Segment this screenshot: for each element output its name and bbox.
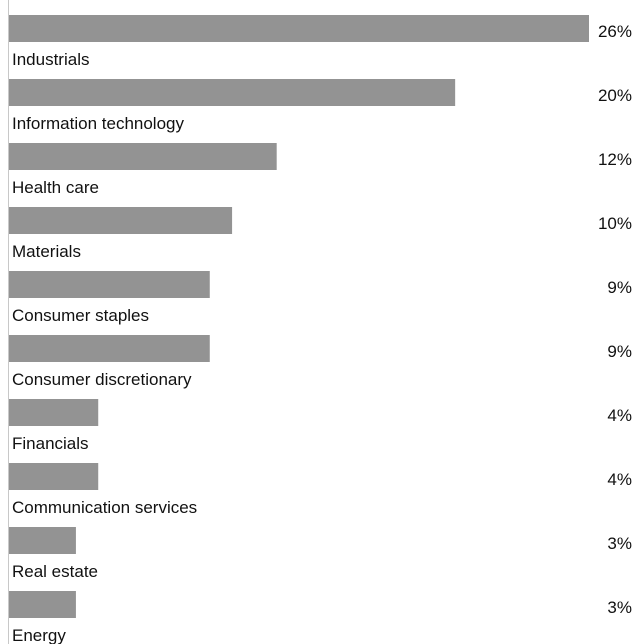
bar-6 — [9, 399, 99, 426]
category-label-9: Energy — [12, 626, 66, 644]
value-label-1: 20% — [598, 86, 632, 105]
category-label-8: Real estate — [12, 562, 98, 581]
bar-7 — [9, 463, 99, 490]
value-label-0: 26% — [598, 22, 632, 41]
value-label-9: 3% — [607, 598, 632, 617]
bar-1 — [9, 79, 456, 106]
bars-group — [9, 15, 589, 618]
value-label-4: 9% — [607, 278, 632, 297]
bar-9 — [9, 591, 76, 618]
bar-2 — [9, 143, 277, 170]
value-label-8: 3% — [607, 534, 632, 553]
category-label-5: Consumer discretionary — [12, 370, 192, 389]
bar-5 — [9, 335, 210, 362]
category-label-0: Industrials — [12, 50, 89, 69]
category-label-1: Information technology — [12, 114, 184, 133]
category-label-4: Consumer staples — [12, 306, 149, 325]
bar-0 — [9, 15, 589, 42]
value-label-6: 4% — [607, 406, 632, 425]
value-label-5: 9% — [607, 342, 632, 361]
bar-3 — [9, 207, 233, 234]
value-label-2: 12% — [598, 150, 632, 169]
category-labels-group: Industrials Information technology Health … — [12, 50, 197, 644]
bar-8 — [9, 527, 76, 554]
bar-4 — [9, 271, 210, 298]
category-label-7: Communication services — [12, 498, 197, 517]
category-label-2: Health care — [12, 178, 99, 197]
category-label-3: Materials — [12, 242, 81, 261]
value-labels-group: 26% 20% 12% 10% 9% 9% 4% 4% 3% 3% — [598, 22, 632, 617]
value-label-7: 4% — [607, 470, 632, 489]
value-label-3: 10% — [598, 214, 632, 233]
category-label-6: Financials — [12, 434, 89, 453]
